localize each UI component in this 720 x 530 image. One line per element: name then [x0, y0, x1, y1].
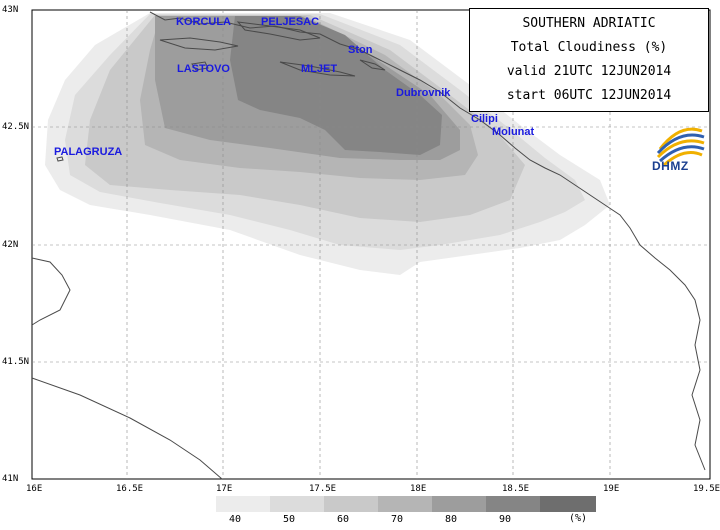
- legend-tick-50: 50: [283, 514, 296, 525]
- coast-lastovo: [191, 61, 209, 71]
- place-molunat: Molunat: [492, 126, 535, 138]
- place-dubrovnik: Dubrovnik: [396, 87, 451, 99]
- lon-label-16e: 16E: [26, 484, 43, 494]
- lat-label-42-5n: 42.5N: [2, 122, 30, 132]
- legend-tick-60: 60: [337, 514, 350, 525]
- place-peljesac: PELJESAC: [261, 16, 320, 28]
- place-ston: Ston: [348, 44, 373, 56]
- legend-tick-40: 40: [229, 514, 242, 525]
- lon-label-18-5e: 18.5E: [502, 484, 530, 494]
- place-korcula: KORCULA: [176, 16, 231, 28]
- legend-tick-70: 70: [391, 514, 404, 525]
- lon-label-19e: 19E: [603, 484, 620, 494]
- coast-mljet: [279, 61, 356, 77]
- lat-label-41n: 41N: [2, 474, 19, 484]
- dhmz-logo-text: DHMZ: [652, 159, 689, 173]
- coast-korcula: [159, 37, 239, 51]
- coast-gargano: [31, 377, 223, 480]
- legend-box-3: [378, 496, 432, 512]
- coast-peljesac: [236, 21, 321, 41]
- lat-label-42n: 42N: [2, 240, 19, 250]
- contour-90: [230, 16, 442, 155]
- title-valid-time: valid 21UTC 12JUN2014: [506, 64, 672, 79]
- legend-unit: (%): [569, 513, 588, 524]
- coast-palagruza: [56, 156, 64, 162]
- legend-box-1: [270, 496, 324, 512]
- legend-box-0: [216, 496, 270, 512]
- lon-label-18e: 18E: [410, 484, 427, 494]
- legend-box-4: [432, 496, 486, 512]
- legend-box-6: [540, 496, 596, 512]
- lat-label-43n: 43N: [2, 5, 19, 15]
- coast-italy: [31, 257, 71, 326]
- place-palagruza: PALAGRUZA: [54, 146, 123, 158]
- dhmz-logo-icon: [656, 127, 705, 167]
- legend-bar: [216, 496, 596, 512]
- title-region: SOUTHERN ADRIATIC: [522, 16, 656, 31]
- lon-label-16-5e: 16.5E: [116, 484, 144, 494]
- place-cilipi: Cilipi: [471, 113, 498, 125]
- title-box: SOUTHERN ADRIATIC Total Cloudiness (%) v…: [469, 8, 709, 112]
- coastlines: [31, 11, 706, 480]
- lon-label-17-5e: 17.5E: [309, 484, 337, 494]
- legend-tick-80: 80: [445, 514, 458, 525]
- legend-tick-90: 90: [499, 514, 512, 525]
- place-mljet: MLJET: [301, 63, 338, 75]
- lon-label-19-5e: 19.5E: [693, 484, 720, 494]
- legend-box-2: [324, 496, 378, 512]
- lon-label-17e: 17E: [216, 484, 233, 494]
- contour-small-south: [482, 168, 505, 193]
- cloud-contours: [45, 13, 610, 275]
- coast-elafiti: [359, 59, 386, 71]
- legend-box-5: [486, 496, 540, 512]
- title-variable: Total Cloudiness (%): [510, 40, 668, 55]
- place-lastovo: LASTOVO: [177, 63, 230, 75]
- lat-label-41-5n: 41.5N: [2, 357, 30, 367]
- title-start-time: start 06UTC 12JUN2014: [506, 88, 672, 103]
